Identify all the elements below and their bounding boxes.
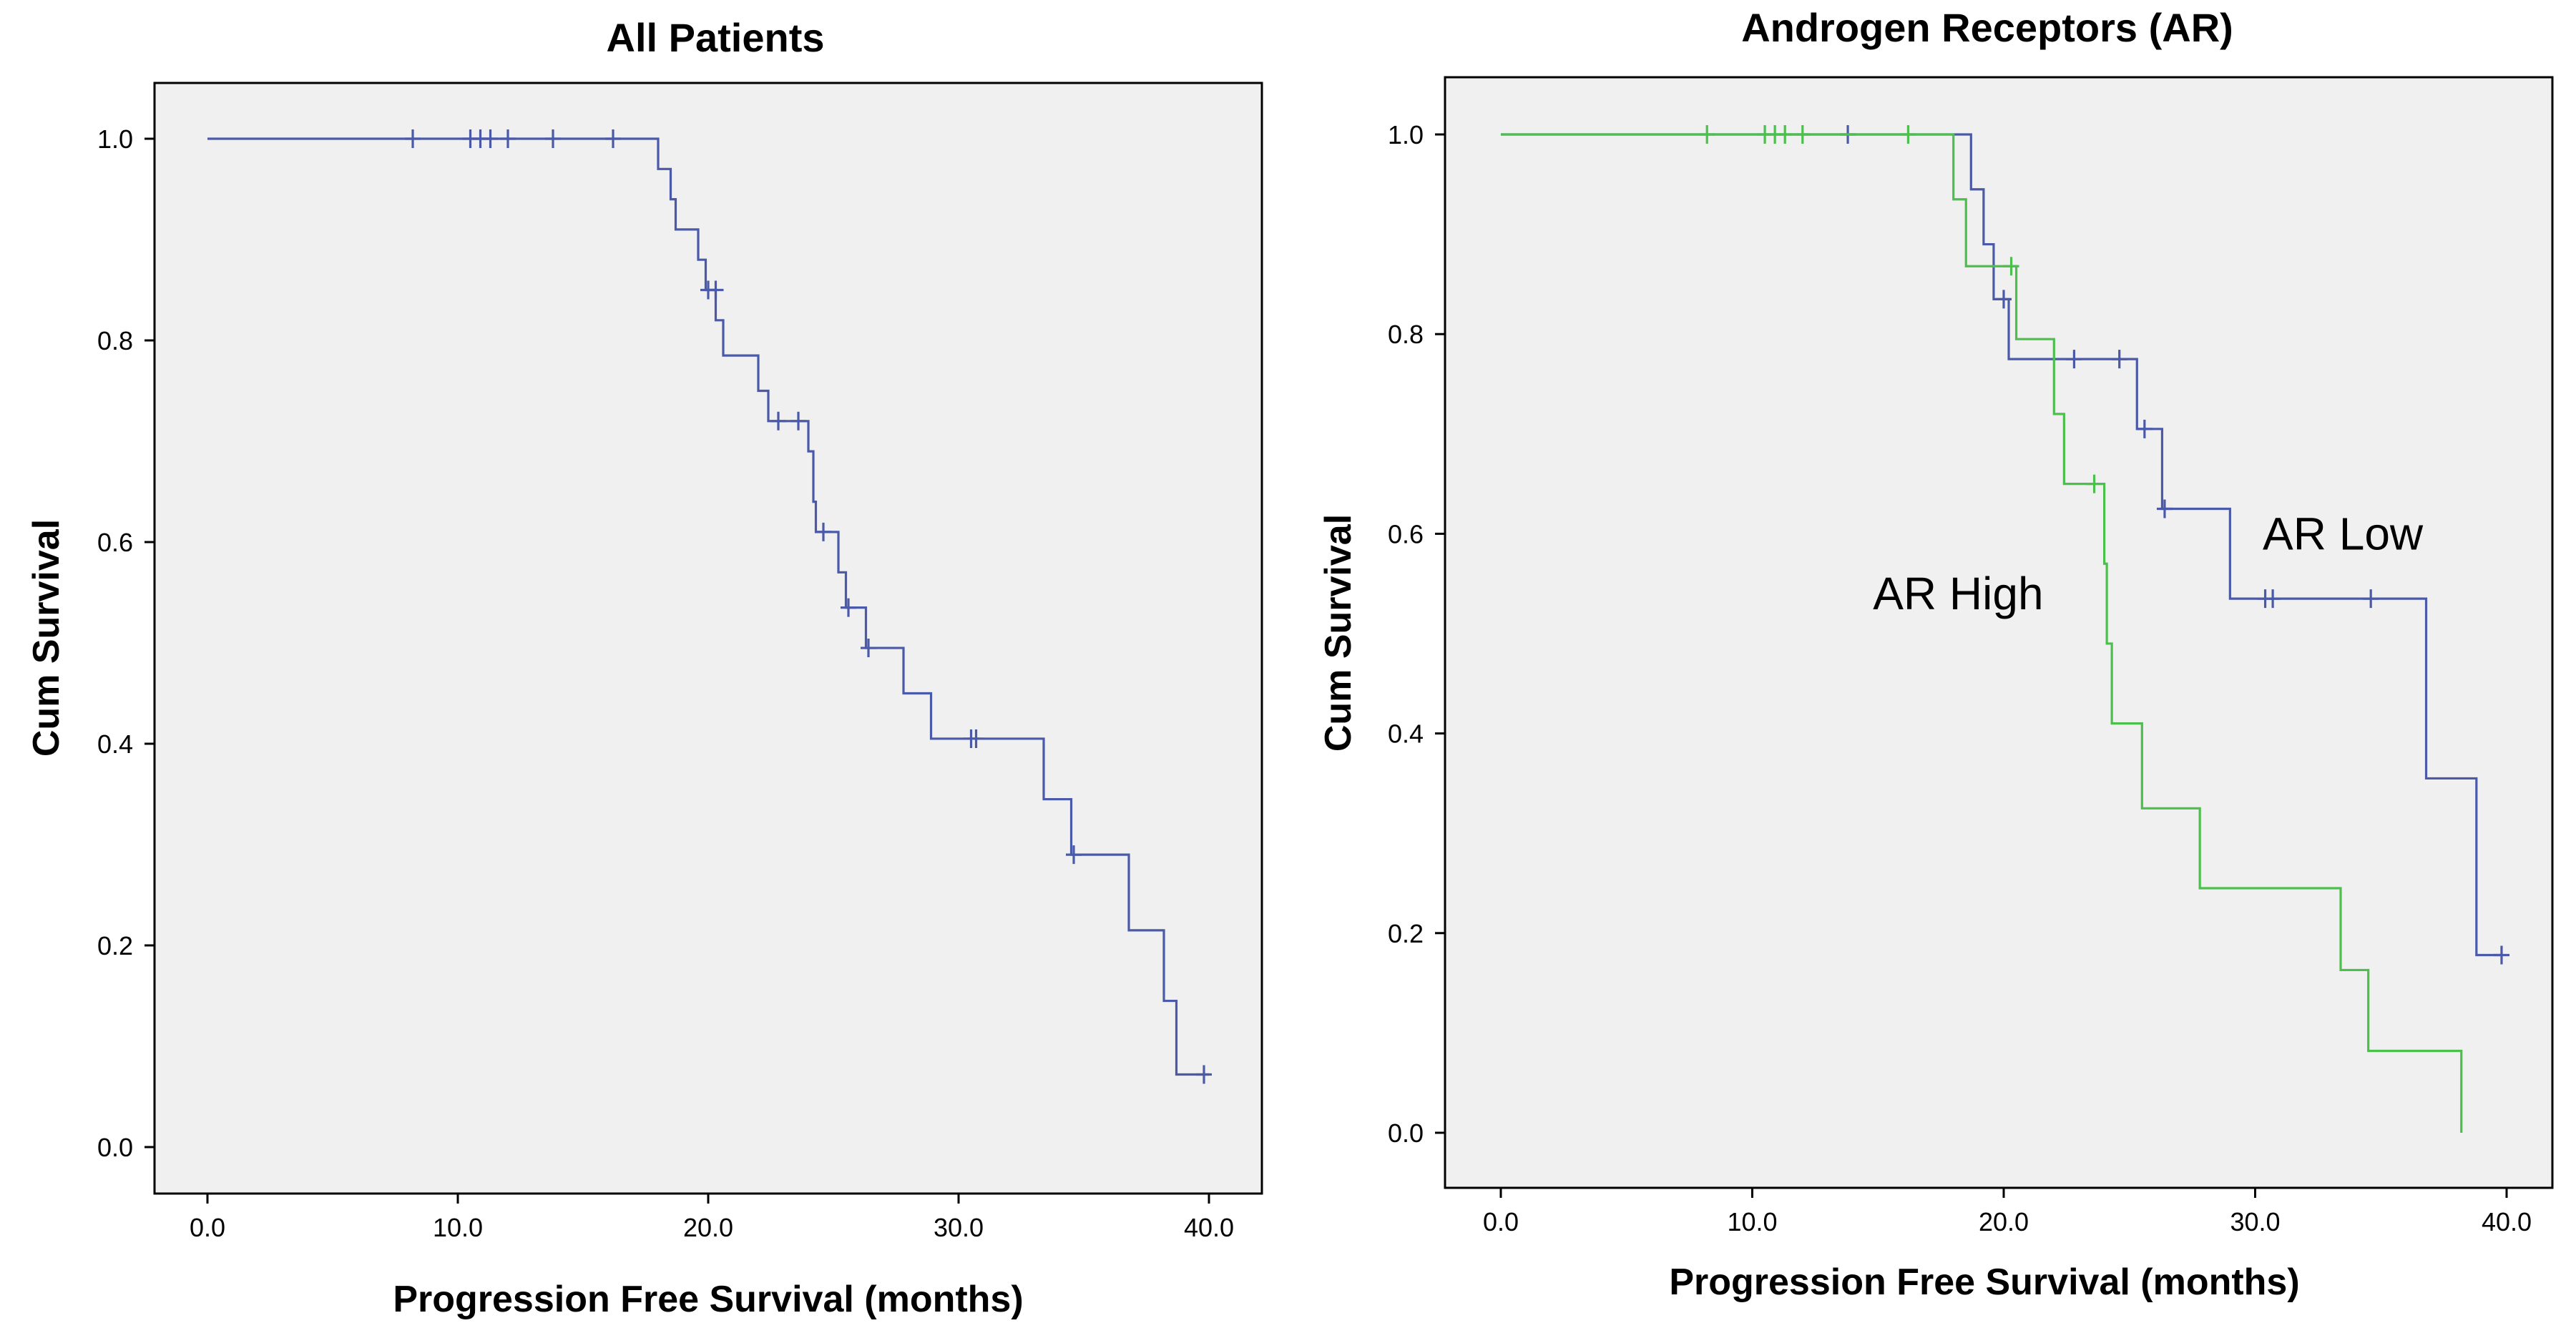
x-tick-label: 10.0: [1727, 1207, 1777, 1236]
x-tick-label: 0.0: [1483, 1207, 1519, 1236]
plot-area: [153, 82, 1263, 1195]
y-tick-label: 0.6: [97, 528, 133, 557]
censor-mark-all-patients: [707, 280, 724, 300]
censor-mark-all-patients: [500, 129, 516, 148]
panel-all-patients: All Patients 0.0 10.0 20.0 30.0 40.00.00.20.…: [26, 15, 1263, 1320]
censor-mark-all-patients: [841, 598, 856, 617]
censor-mark-all-patients: [790, 411, 806, 431]
censor-mark-ar-low: [2363, 589, 2379, 609]
annotation-layer: AR Low AR High: [1873, 508, 2424, 619]
axis-ticks: 0.0 10.0 20.0 30.0 40.0 0.0 0.2 0.4 0.6 0.8 1.0: [1388, 120, 2532, 1236]
censor-mark-ar-high: [2003, 257, 2019, 276]
axis-ticks: 0.0 10.0 20.0 30.0 40.0 0.0 0.2 0.4 0.6 0.8 1.0: [97, 124, 1234, 1242]
x-tick-label: 20.0: [1979, 1207, 2029, 1236]
censor-mark-ar-low: [2136, 419, 2153, 438]
panel-androgen-receptors: Androgen Receptors (AR) 0.0 10.0 20.0 30.0 4…: [1318, 5, 2554, 1303]
x-tick-label: 10.0: [433, 1213, 483, 1242]
y-tick-label: 0.4: [1388, 719, 1424, 749]
censor-mark-all-patients: [968, 729, 984, 748]
censor-mark-all-patients: [816, 522, 831, 541]
x-tick-label: 40.0: [1184, 1213, 1234, 1242]
y-tick-label: 1.0: [97, 124, 133, 154]
x-axis-label: Progression Free Survival (months): [393, 1279, 1023, 1320]
y-tick-label: 0.0: [97, 1133, 133, 1162]
x-tick-label: 20.0: [683, 1213, 733, 1242]
censor-mark-ar-low: [2493, 945, 2509, 965]
censor-mark-ar-low: [2066, 350, 2082, 369]
censor-mark-all-patients: [1196, 1065, 1212, 1084]
annotation-ar-low: AR Low: [2263, 508, 2424, 559]
y-tick-label: 0.2: [97, 931, 133, 960]
series-line-ar-low: [1501, 133, 2502, 957]
censor-mark-ar-low: [1996, 290, 2012, 309]
annotation-ar-high: AR High: [1873, 568, 2043, 619]
censor-mark-ar-low: [2265, 589, 2281, 609]
x-axis-label: Progression Free Survival (months): [1669, 1261, 2299, 1303]
censor-mark-ar-high: [1699, 125, 1715, 144]
censor-mark-ar-high: [1794, 125, 1811, 144]
series-layer: [207, 129, 1212, 1084]
chart-title: Androgen Receptors (AR): [1741, 5, 2233, 50]
y-axis-label: Cum Survival: [26, 519, 67, 757]
y-axis-label: Cum Survival: [1318, 514, 1359, 752]
x-tick-label: 30.0: [934, 1213, 984, 1242]
y-tick-label: 1.0: [1388, 120, 1424, 149]
censor-mark-ar-low: [2156, 499, 2173, 518]
y-tick-label: 0.0: [1388, 1118, 1424, 1148]
y-tick-label: 0.6: [1388, 519, 1424, 549]
y-tick-label: 0.8: [97, 326, 133, 355]
chart-title: All Patients: [607, 15, 825, 60]
x-tick-label: 0.0: [190, 1213, 225, 1242]
censor-mark-all-patients: [861, 639, 876, 658]
censor-mark-ar-high: [1777, 125, 1793, 144]
y-tick-label: 0.4: [97, 729, 133, 759]
x-tick-label: 30.0: [2230, 1207, 2280, 1236]
censor-mark-all-patients: [405, 129, 421, 148]
series-layer: [1501, 125, 2509, 1133]
censor-mark-ar-low: [2111, 350, 2127, 369]
censor-mark-all-patients: [482, 129, 499, 148]
series-line-ar-high: [1501, 133, 2463, 1133]
censor-mark-ar-high: [1900, 125, 1916, 144]
censor-mark-all-patients: [770, 411, 786, 431]
plot-area: [1444, 76, 2554, 1189]
y-tick-label: 0.2: [1388, 919, 1424, 948]
censor-mark-all-patients: [545, 129, 561, 148]
series-line-all-patients: [207, 137, 1209, 1076]
censor-mark-all-patients: [1066, 845, 1082, 865]
censor-mark-ar-high: [2086, 474, 2102, 493]
x-tick-label: 40.0: [2482, 1207, 2532, 1236]
censor-mark-all-patients: [605, 129, 621, 148]
y-tick-label: 0.8: [1388, 320, 1424, 349]
